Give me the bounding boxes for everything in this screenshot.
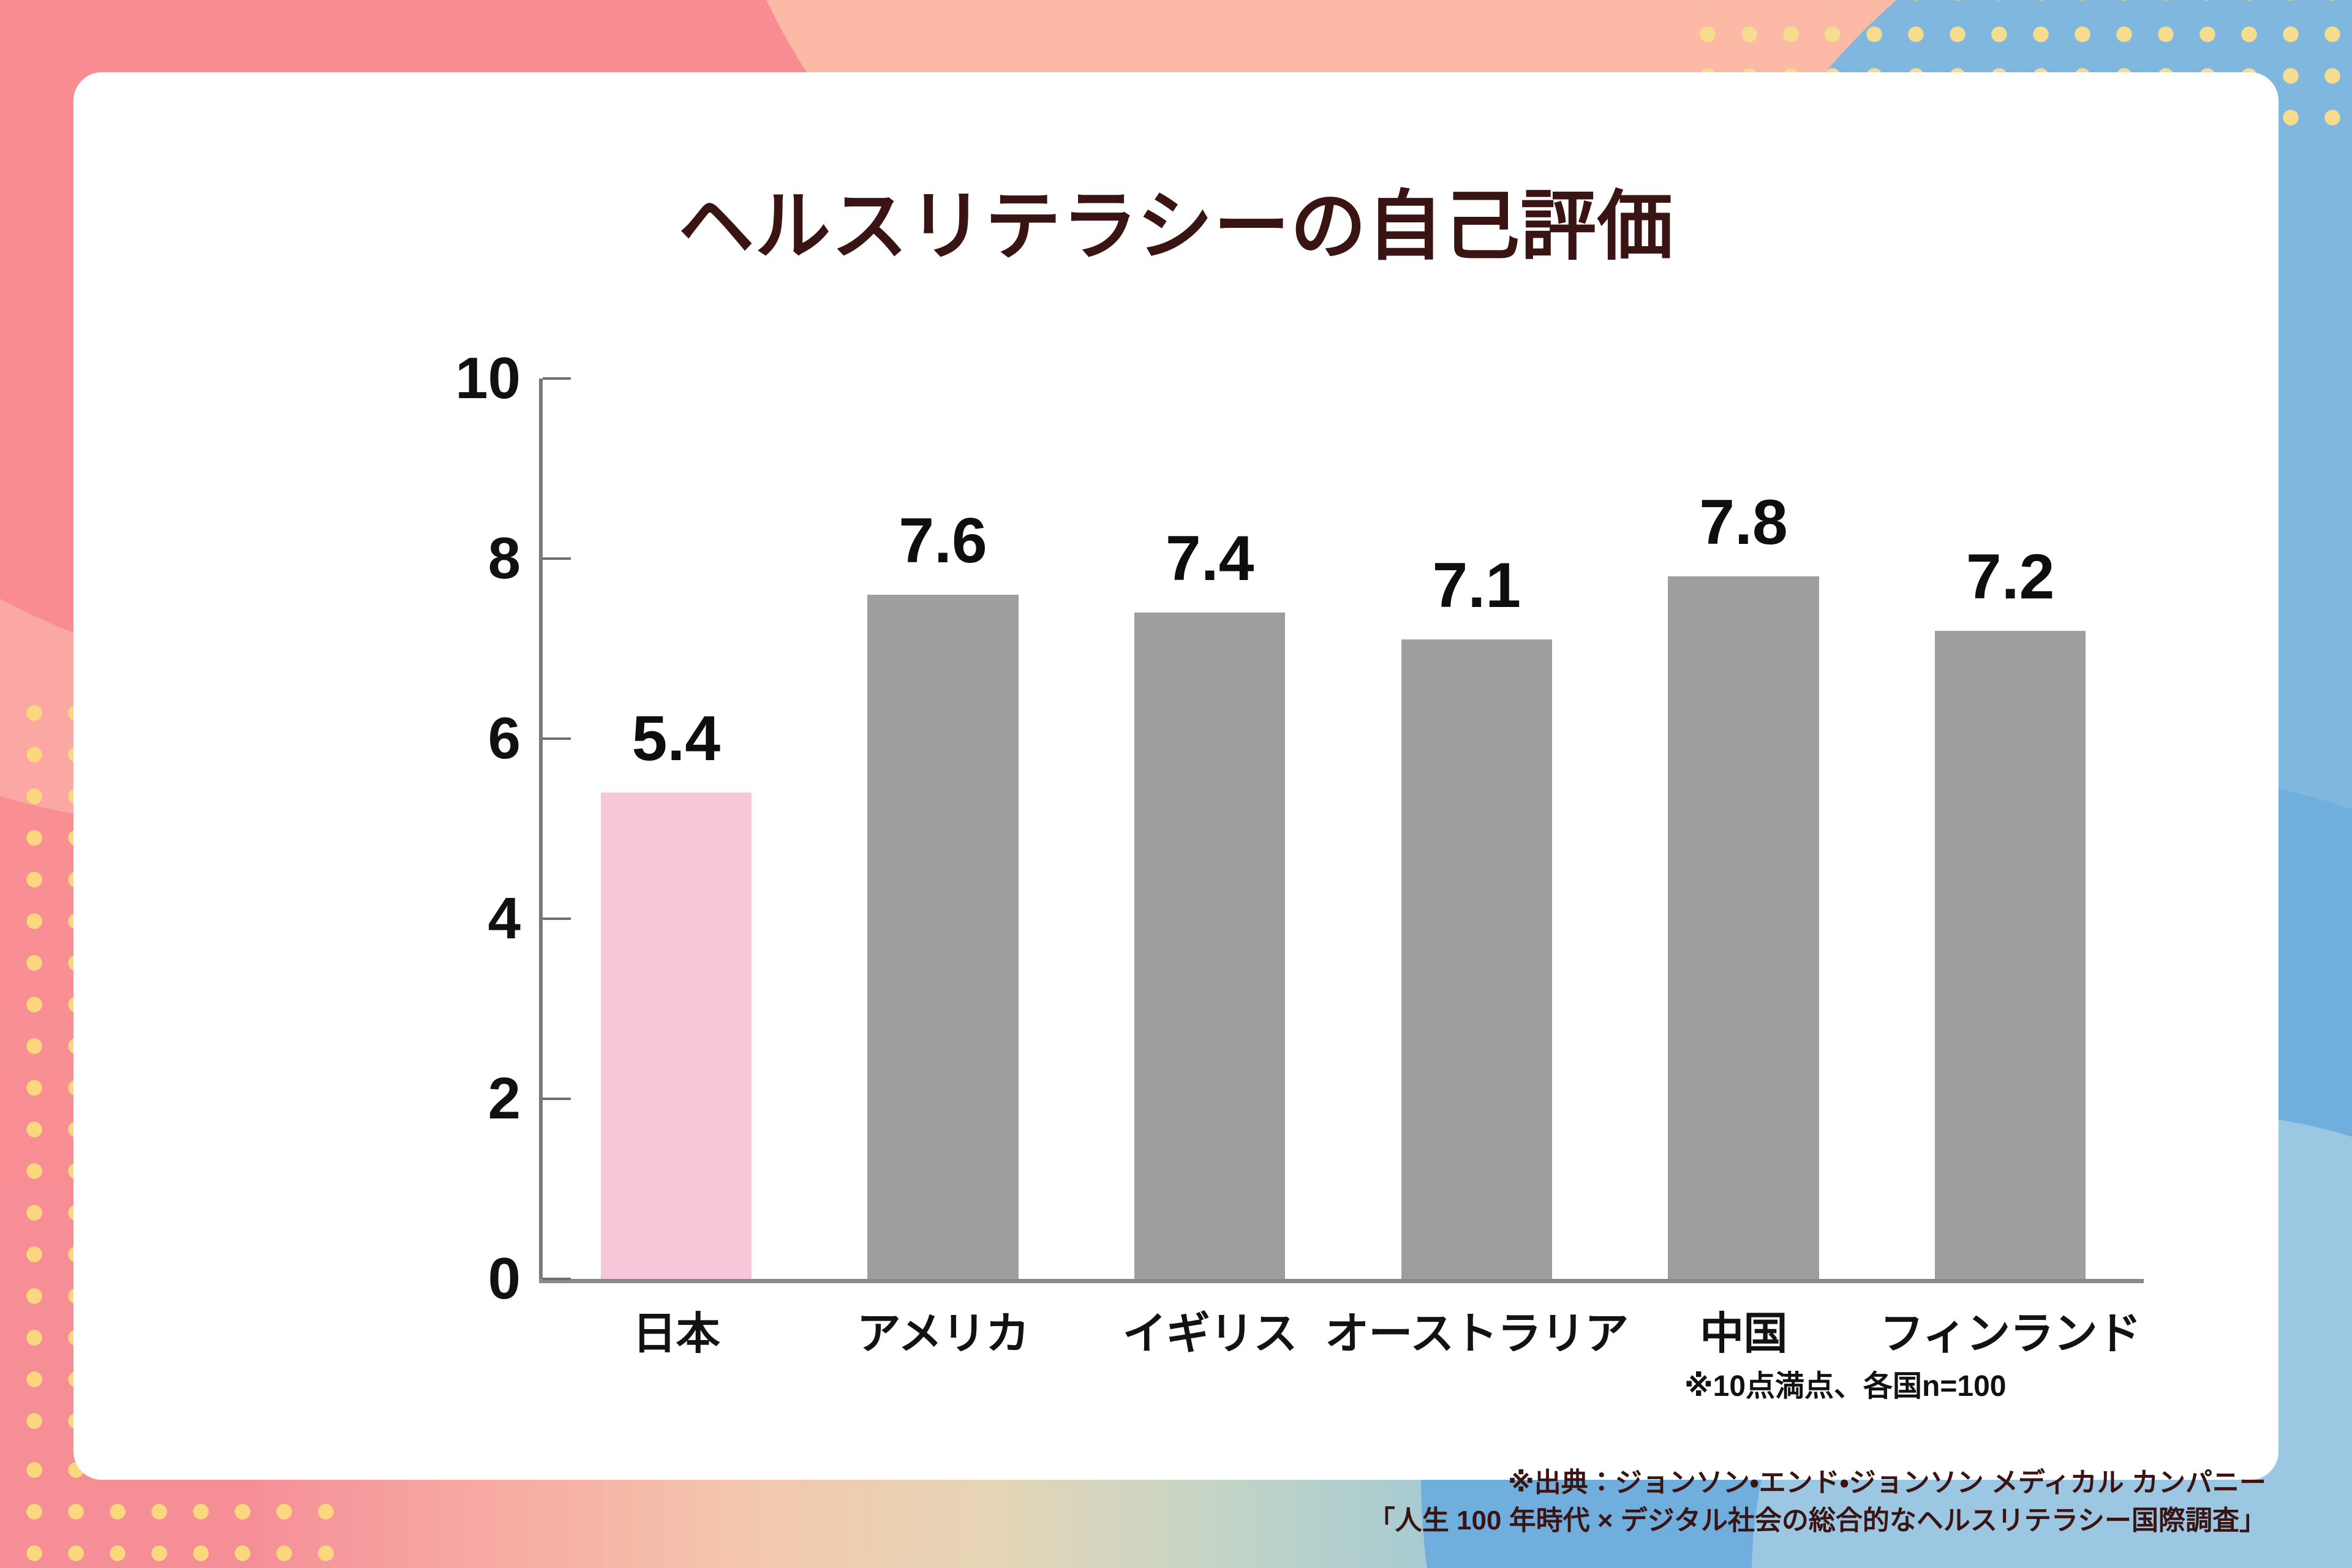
- bar-value-label: 7.6: [899, 505, 987, 576]
- bar-group[interactable]: 7.1 オーストラリア: [1325, 379, 1629, 1359]
- y-tick-mark: [543, 1098, 571, 1100]
- x-axis-category-label: 日本: [632, 1310, 720, 1359]
- y-tick-mark: [543, 737, 571, 740]
- chart-title: ヘルスリテラシーの自己評価: [678, 184, 1674, 269]
- y-axis-label: 6: [488, 706, 521, 771]
- y-axis-label: 8: [488, 526, 521, 591]
- x-axis-line: [539, 1279, 2144, 1283]
- y-axis-line: [539, 379, 543, 1279]
- bar-value-label: 7.8: [1699, 487, 1788, 559]
- source-line-2: 「人生 100 年時代 × デジタル社会の総合的なヘルスリテラシー国際調査」: [1368, 1506, 2266, 1536]
- source-note: ※出典：ジョンソン・エンド・ジョンソン メディカル カンパニー 「人生 100 …: [1335, 1464, 2266, 1540]
- source-line-1: ※出典：ジョンソン・エンド・ジョンソン メディカル カンパニー: [1507, 1468, 2266, 1498]
- x-axis-category-label: イギリス: [1122, 1310, 1298, 1359]
- bar-group[interactable]: 7.2 フィンランド: [1880, 379, 2141, 1359]
- bar-value-label: 7.4: [1165, 523, 1254, 595]
- x-axis-category-label: アメリカ: [856, 1310, 1030, 1359]
- y-tick-mark: [543, 918, 571, 920]
- plot-area: 10 8 6 4 2 0 5.4 日本 7.6 アメリカ 7.4 イギリス 7.1 オーストラリア 7.8…: [404, 349, 2180, 1359]
- bar[interactable]: [1134, 612, 1286, 1279]
- bar[interactable]: [1401, 639, 1552, 1279]
- bar-group[interactable]: 5.4 日本: [600, 379, 752, 1359]
- x-axis-category-label: オーストラリア: [1325, 1310, 1629, 1359]
- x-axis-category-label: フィンランド: [1880, 1310, 2141, 1359]
- y-tick-mark: [543, 377, 571, 380]
- y-axis-label: 2: [488, 1066, 521, 1131]
- bar-group[interactable]: 7.6 アメリカ: [857, 379, 1030, 1359]
- y-tick-mark: [543, 1278, 571, 1280]
- y-axis-label: 10: [455, 345, 521, 411]
- y-axis-label: 0: [488, 1246, 521, 1311]
- bar-value-label: 7.1: [1432, 550, 1521, 622]
- y-tick-mark: [543, 557, 571, 560]
- bar-group[interactable]: 7.4 イギリス: [1123, 379, 1298, 1359]
- bar[interactable]: [600, 793, 752, 1279]
- scale-note: ※10点満点、各国n=100: [1684, 1370, 2007, 1403]
- bar[interactable]: [867, 594, 1019, 1279]
- bar[interactable]: [1935, 630, 2086, 1279]
- bar-series: 5.4 日本 7.6 アメリカ 7.4 イギリス 7.1 オーストラリア 7.8 中国 7.2 フィン…: [543, 379, 2144, 1359]
- bar-value-label: 7.2: [1966, 541, 2055, 612]
- y-axis-label: 4: [488, 886, 521, 951]
- bar[interactable]: [1668, 576, 1819, 1279]
- bar-value-label: 5.4: [631, 703, 721, 775]
- bar-group[interactable]: 7.8 中国: [1668, 379, 1819, 1359]
- chart-card: ヘルスリテラシーの自己評価 10 8 6 4 2 0 5.4 日本 7.6 アメリカ 7.4 イギリ…: [74, 72, 2278, 1536]
- x-axis-category-label: 中国: [1700, 1310, 1787, 1359]
